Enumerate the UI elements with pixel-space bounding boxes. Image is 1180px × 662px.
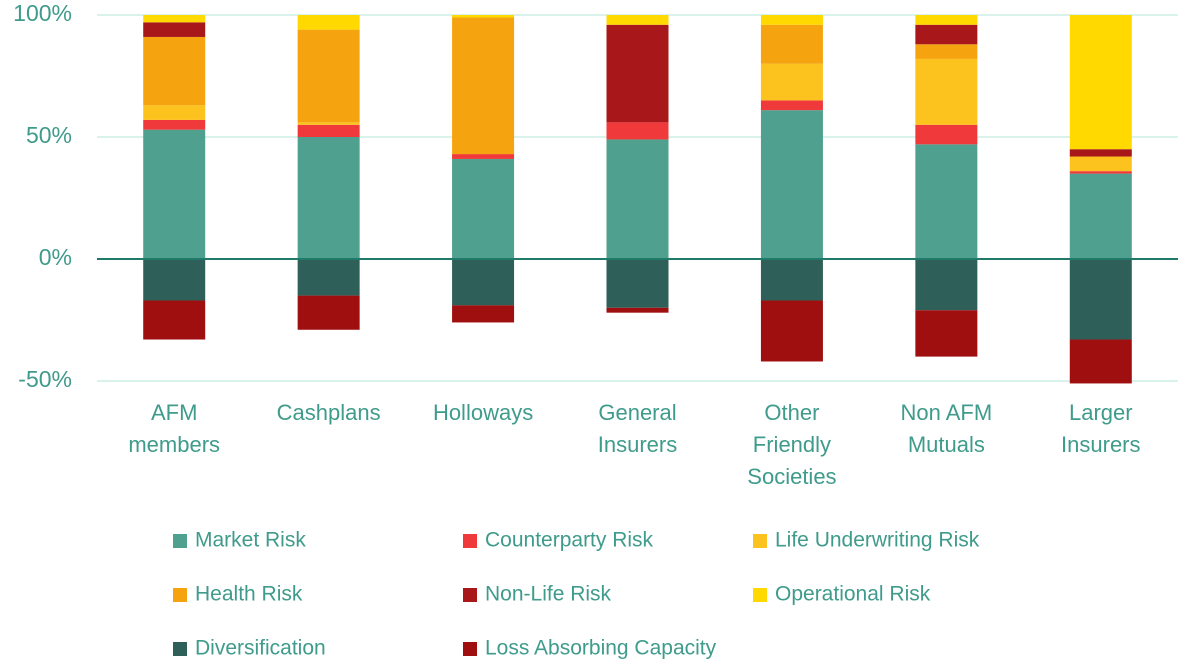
legend-swatch — [753, 534, 767, 548]
x-tick-label: Holloways — [433, 400, 533, 425]
bar-segment — [1069, 173, 1132, 259]
bar-segment — [1069, 15, 1132, 150]
y-tick-label: 50% — [26, 122, 72, 148]
bar-segment — [452, 15, 515, 18]
bar-segment — [143, 129, 206, 259]
bar-segment — [297, 295, 360, 330]
legend-swatch — [463, 534, 477, 548]
bar-segment — [297, 137, 360, 259]
bar-segment — [915, 15, 978, 25]
bar-segment — [452, 259, 515, 306]
bar-segment — [760, 300, 823, 362]
bar-segment — [143, 119, 206, 130]
bar-segment — [606, 307, 669, 313]
bar-segment — [452, 17, 515, 155]
legend-swatch — [463, 642, 477, 656]
bar-segment — [760, 63, 823, 101]
bar-segment — [1069, 259, 1132, 340]
bar-segment — [297, 15, 360, 30]
legend-label: Market Risk — [195, 529, 306, 552]
x-tick-label: Larger Insurers — [1061, 400, 1140, 457]
bar-segment — [143, 300, 206, 340]
bar-segment — [143, 22, 206, 37]
bar-segment — [760, 24, 823, 64]
bar-segment — [915, 58, 978, 125]
x-tick-label: Other Friendly Societies — [747, 400, 836, 489]
bar-segment — [606, 139, 669, 259]
bar-segment — [143, 36, 206, 106]
bar-segment — [1069, 339, 1132, 384]
bar-segment — [915, 44, 978, 59]
legend-label: Operational Risk — [775, 583, 931, 606]
x-tick-label: Non AFM Mutuals — [901, 400, 993, 457]
bar-segment — [297, 124, 360, 137]
bar-segment — [1069, 171, 1132, 174]
legend-swatch — [173, 588, 187, 602]
bar-segment — [760, 100, 823, 111]
bar-segment — [1069, 149, 1132, 157]
legend-label: Life Underwriting Risk — [775, 529, 980, 552]
bar-segment — [606, 15, 669, 25]
bar-segment — [915, 310, 978, 357]
legend-label: Non-Life Risk — [485, 583, 612, 606]
bar-segment — [915, 144, 978, 259]
legend-label: Diversification — [195, 637, 326, 660]
bar-segment — [452, 154, 515, 159]
legend-label: Loss Absorbing Capacity — [485, 637, 717, 660]
bar-segment — [915, 259, 978, 311]
bar-segment — [297, 29, 360, 123]
legend-swatch — [173, 534, 187, 548]
x-tick-label: Cashplans — [277, 400, 381, 425]
bar-segment — [760, 259, 823, 301]
legend-swatch — [173, 642, 187, 656]
legend-label: Health Risk — [195, 583, 303, 606]
bar-segment — [452, 158, 515, 259]
bar-segment — [915, 124, 978, 145]
bar-segment — [452, 305, 515, 323]
bar-segment — [143, 105, 206, 120]
bar-segment — [297, 259, 360, 296]
x-tick-label: General Insurers — [598, 400, 677, 457]
bar-segment — [606, 24, 669, 123]
bar-segment — [760, 110, 823, 259]
bar-segment — [760, 15, 823, 25]
bar-segment — [297, 122, 360, 125]
legend-swatch — [463, 588, 477, 602]
legend-label: Counterparty Risk — [485, 529, 654, 552]
x-tick-label: AFM members — [128, 400, 220, 457]
bar-segment — [143, 259, 206, 301]
legend-swatch — [753, 588, 767, 602]
y-tick-label: -50% — [18, 366, 72, 392]
bar-segment — [1069, 156, 1132, 172]
bar-segment — [606, 122, 669, 140]
bar-segment — [606, 259, 669, 308]
bar-segment — [915, 24, 978, 45]
y-tick-label: 0% — [39, 244, 72, 270]
y-tick-label: 100% — [13, 0, 72, 26]
bar-segment — [143, 15, 206, 23]
